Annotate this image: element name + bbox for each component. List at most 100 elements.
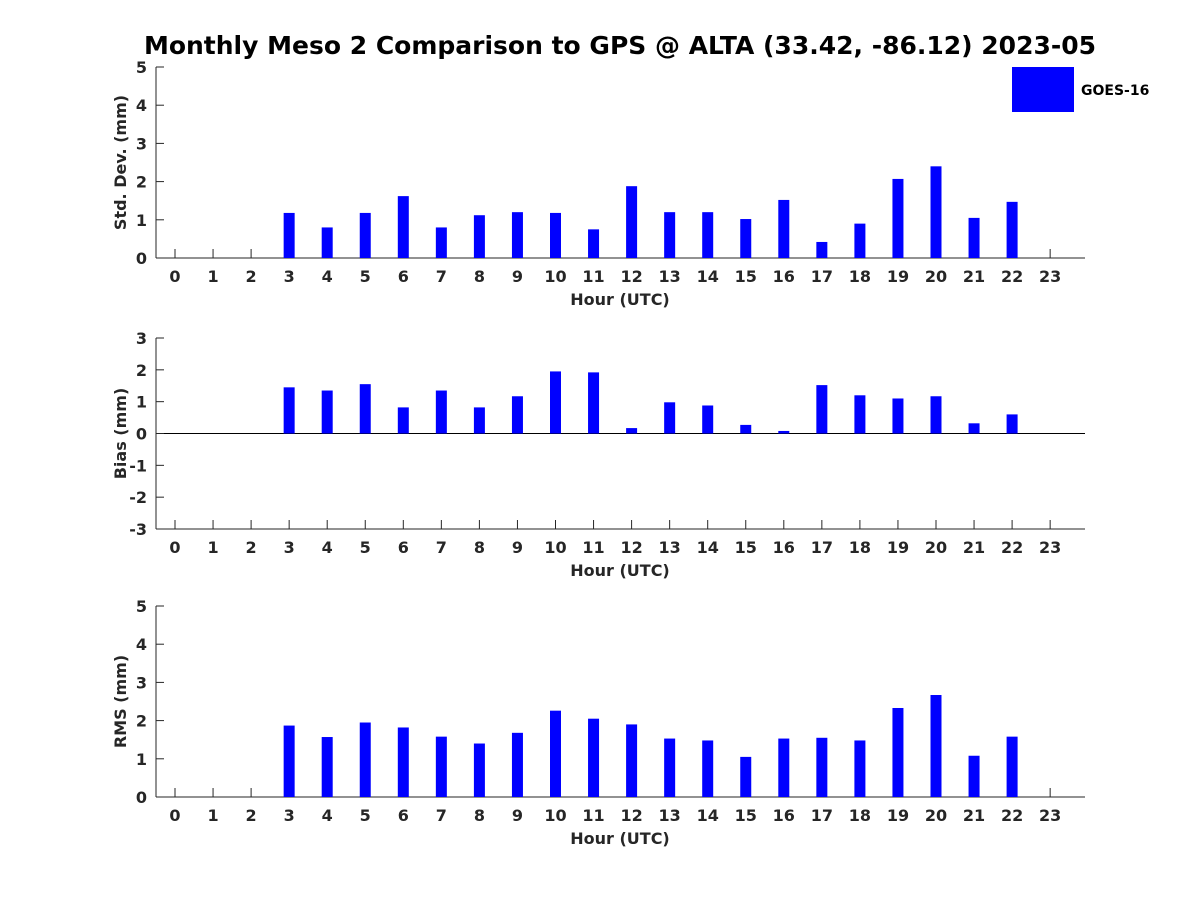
x-tick-label: 19 [887,267,909,286]
bar-rms-hour-13 [664,738,676,797]
bar-rms-hour-19 [892,707,904,797]
x-tick-label: 21 [963,806,985,825]
y-tick-label: 0 [136,425,147,444]
bar-rms-hour-7 [435,736,447,797]
x-tick-label: 2 [246,267,257,286]
x-tick-label: 0 [169,267,180,286]
x-tick-label: 12 [620,267,642,286]
bar-std-hour-15 [740,219,752,258]
bar-std-hour-11 [588,229,600,258]
bar-bias-hour-18 [854,395,866,434]
x-tick-label: 18 [849,806,871,825]
bar-rms-hour-17 [816,737,828,797]
bar-std-hour-16 [778,199,790,258]
bar-rms-hour-15 [740,756,752,797]
x-tick-label: 22 [1001,267,1023,286]
x-tick-label: 15 [735,806,757,825]
x-tick-label: 10 [544,538,566,557]
bar-std-hour-12 [626,186,638,258]
x-tick-label: 5 [360,267,371,286]
bar-rms-hour-5 [359,722,371,797]
bar-rms-hour-3 [283,725,295,797]
x-axis-label: Hour (UTC) [570,829,670,848]
x-tick-label: 23 [1039,538,1061,557]
bar-rms-hour-21 [968,755,980,797]
x-tick-label: 1 [207,538,218,557]
y-tick-label: -3 [129,520,147,539]
y-tick-label: 3 [136,134,147,153]
x-tick-label: 0 [169,806,180,825]
chart-title: Monthly Meso 2 Comparison to GPS @ ALTA … [144,31,1096,60]
x-tick-label: 9 [512,538,523,557]
x-tick-label: 11 [582,538,604,557]
bar-std-hour-8 [473,215,485,258]
bar-bias-hour-16 [778,430,790,434]
bar-bias-hour-22 [1006,414,1018,434]
y-tick-label: 2 [136,361,147,380]
x-tick-label: 17 [811,806,833,825]
bar-std-hour-9 [511,212,523,258]
bar-rms-hour-11 [588,718,600,797]
x-tick-label: 7 [436,806,447,825]
x-tick-label: 14 [697,538,719,557]
bar-std-hour-14 [702,212,714,258]
x-tick-label: 6 [398,806,409,825]
x-tick-label: 8 [474,806,485,825]
bar-bias-hour-17 [816,385,828,434]
bar-rms-hour-4 [321,737,333,797]
bar-std-hour-4 [321,227,333,258]
x-tick-label: 4 [322,267,333,286]
x-tick-label: 2 [246,538,257,557]
x-tick-label: 20 [925,806,947,825]
bar-std-hour-7 [435,227,447,258]
x-tick-label: 19 [887,806,909,825]
bar-rms-hour-20 [930,695,942,797]
y-axis-label: Std. Dev. (mm) [111,95,130,230]
bar-bias-hour-21 [968,423,980,434]
x-tick-label: 10 [544,806,566,825]
x-tick-label: 5 [360,806,371,825]
bar-rms-hour-16 [778,738,790,797]
x-tick-label: 10 [544,267,566,286]
x-tick-label: 7 [436,267,447,286]
x-tick-label: 11 [582,267,604,286]
bar-bias-hour-14 [702,405,714,434]
x-tick-label: 13 [659,806,681,825]
y-tick-label: 1 [136,393,147,412]
y-tick-label: 5 [136,597,147,616]
x-tick-label: 3 [284,806,295,825]
y-tick-label: 4 [136,96,147,115]
x-tick-label: 16 [773,538,795,557]
bar-std-hour-13 [664,212,676,258]
x-tick-label: 15 [735,267,757,286]
x-tick-label: 9 [512,267,523,286]
x-tick-label: 3 [284,267,295,286]
x-tick-label: 0 [169,538,180,557]
x-tick-label: 6 [398,267,409,286]
y-tick-label: 2 [136,712,147,731]
x-tick-label: 11 [582,806,604,825]
x-tick-label: 19 [887,538,909,557]
x-tick-label: 15 [735,538,757,557]
bar-rms-hour-9 [511,732,523,797]
x-tick-label: 5 [360,538,371,557]
legend: GOES-16 [1012,67,1149,112]
y-tick-label: 3 [136,673,147,692]
bar-bias-hour-3 [283,387,295,434]
x-tick-label: 23 [1039,267,1061,286]
x-tick-label: 12 [620,538,642,557]
y-tick-label: 0 [136,788,147,807]
bar-std-hour-6 [397,196,409,258]
bar-bias-hour-10 [550,371,561,434]
bar-bias-hour-11 [588,372,600,434]
y-tick-label: 0 [136,249,147,268]
y-tick-label: 1 [136,211,147,230]
bar-rms-hour-10 [550,710,561,797]
y-axis-label: RMS (mm) [111,655,130,748]
bar-bias-hour-12 [626,428,638,434]
bar-bias-hour-4 [321,390,333,434]
